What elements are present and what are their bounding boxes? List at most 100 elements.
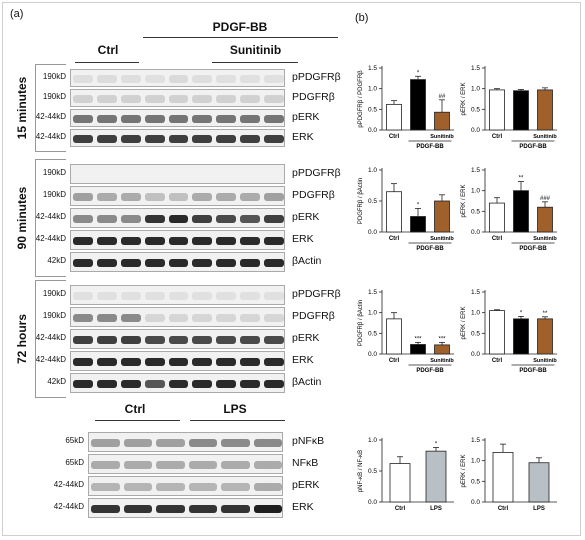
y-axis-label: pERK / ERK [461,306,467,339]
y-tick-label: 1.0 [471,188,480,195]
x-category-label: Ctrl [389,358,400,364]
blot-band [240,95,261,103]
kd-label: 42-44kD [35,234,66,243]
blot-band [73,95,93,103]
blot-strip [70,230,285,250]
blot-band [144,192,165,202]
blot-band [120,135,141,143]
y-tick-label: 0.5 [471,478,480,485]
protein-label: PDGFRβ [292,91,335,103]
y-tick-label: 0.5 [471,330,480,337]
header-ctrl: Ctrl [97,43,119,57]
blot-band [221,460,250,470]
y-tick-label: 0.5 [368,330,377,337]
bar [513,190,529,233]
blot-band [168,192,189,202]
blot-band [144,214,165,224]
protein-label: PDGFRβ [292,310,335,322]
y-tick-label: 0.0 [368,127,377,134]
x-category-label: LPS [430,506,442,512]
panel-b-label: (b) [355,12,369,24]
blot-band [120,192,141,202]
kd-label: 42-44kD [35,212,66,221]
blot-band [240,313,261,323]
blot-band [240,357,261,367]
blot-band [123,482,152,492]
blot-band [73,291,93,301]
blot-band [240,258,261,268]
significance-marker: ** [519,176,524,182]
blot-band [264,357,284,367]
blot-band [96,214,117,224]
blot-band [253,460,282,470]
blot-band [120,335,141,345]
bar [410,79,426,131]
blot-band [264,115,284,123]
group-label: PDGF-BB [416,144,444,150]
blot-band [264,379,284,389]
x-category-label: Sunitinib [430,358,454,364]
y-tick-label: 0.0 [471,229,480,236]
blot-band [192,95,213,103]
protein-label: pPDGFRβ [292,71,341,83]
blot-band [216,258,237,268]
kd-label: 190kD [42,168,66,177]
blot-band [144,258,165,268]
blot-band [240,335,261,345]
bar [489,310,505,355]
blot-band [120,379,141,389]
kd-label: 42-44kD [53,480,84,489]
y-axis-label: pERK / ERK [461,454,467,487]
blot-band [73,357,93,367]
blot-band [216,192,237,202]
blot-band [168,258,189,268]
blot-band [96,115,117,123]
blot-strip [70,329,285,349]
blot-band [73,236,93,246]
kd-label: 42kD [47,377,66,386]
blot-band [240,291,261,301]
protein-label: ERK [292,354,314,366]
bar [489,89,505,131]
protein-label: pNFκB [292,435,325,447]
blot-band [168,335,189,345]
blot-band [120,236,141,246]
header-sunitinib-line [212,62,298,63]
blot-band [240,192,261,202]
blot-band [168,379,189,389]
y-tick-label: 1.0 [368,86,377,93]
blot-band [216,214,237,224]
protein-label: pERK [292,111,320,123]
bar [389,463,411,503]
bar [425,450,447,503]
blot-band [264,335,284,345]
blot-band [96,379,117,389]
blot-strip [70,252,285,272]
significance-marker: * [520,310,523,316]
blot-band [188,438,217,448]
x-category-label: LPS [533,506,545,512]
blot-band [192,135,213,143]
blot-strip [88,432,283,452]
blot-band [73,379,93,389]
blot-band [144,75,165,83]
x-category-label: Ctrl [492,236,503,242]
blot-band [216,291,237,301]
y-tick-label: 0.0 [471,127,480,134]
kd-label: 42kD [47,256,66,265]
group-label: PDGF-BB [416,246,444,252]
protein-label: pPDGFRβ [292,167,341,179]
y-tick-label: 1.0 [471,458,480,465]
blot-band [120,258,141,268]
blot-band [192,258,213,268]
blot-strip [70,186,285,206]
blot-band [168,214,189,224]
y-tick-label: 1.5 [471,65,480,72]
header-bottom-ctrl: Ctrl [124,402,146,416]
y-axis-label: pNF-κB / NF-κB [358,450,364,492]
blot-band [156,482,185,492]
significance-marker: *** [438,336,446,342]
blot-band [120,115,141,123]
blot-strip [70,307,285,327]
blot-band [123,504,152,514]
